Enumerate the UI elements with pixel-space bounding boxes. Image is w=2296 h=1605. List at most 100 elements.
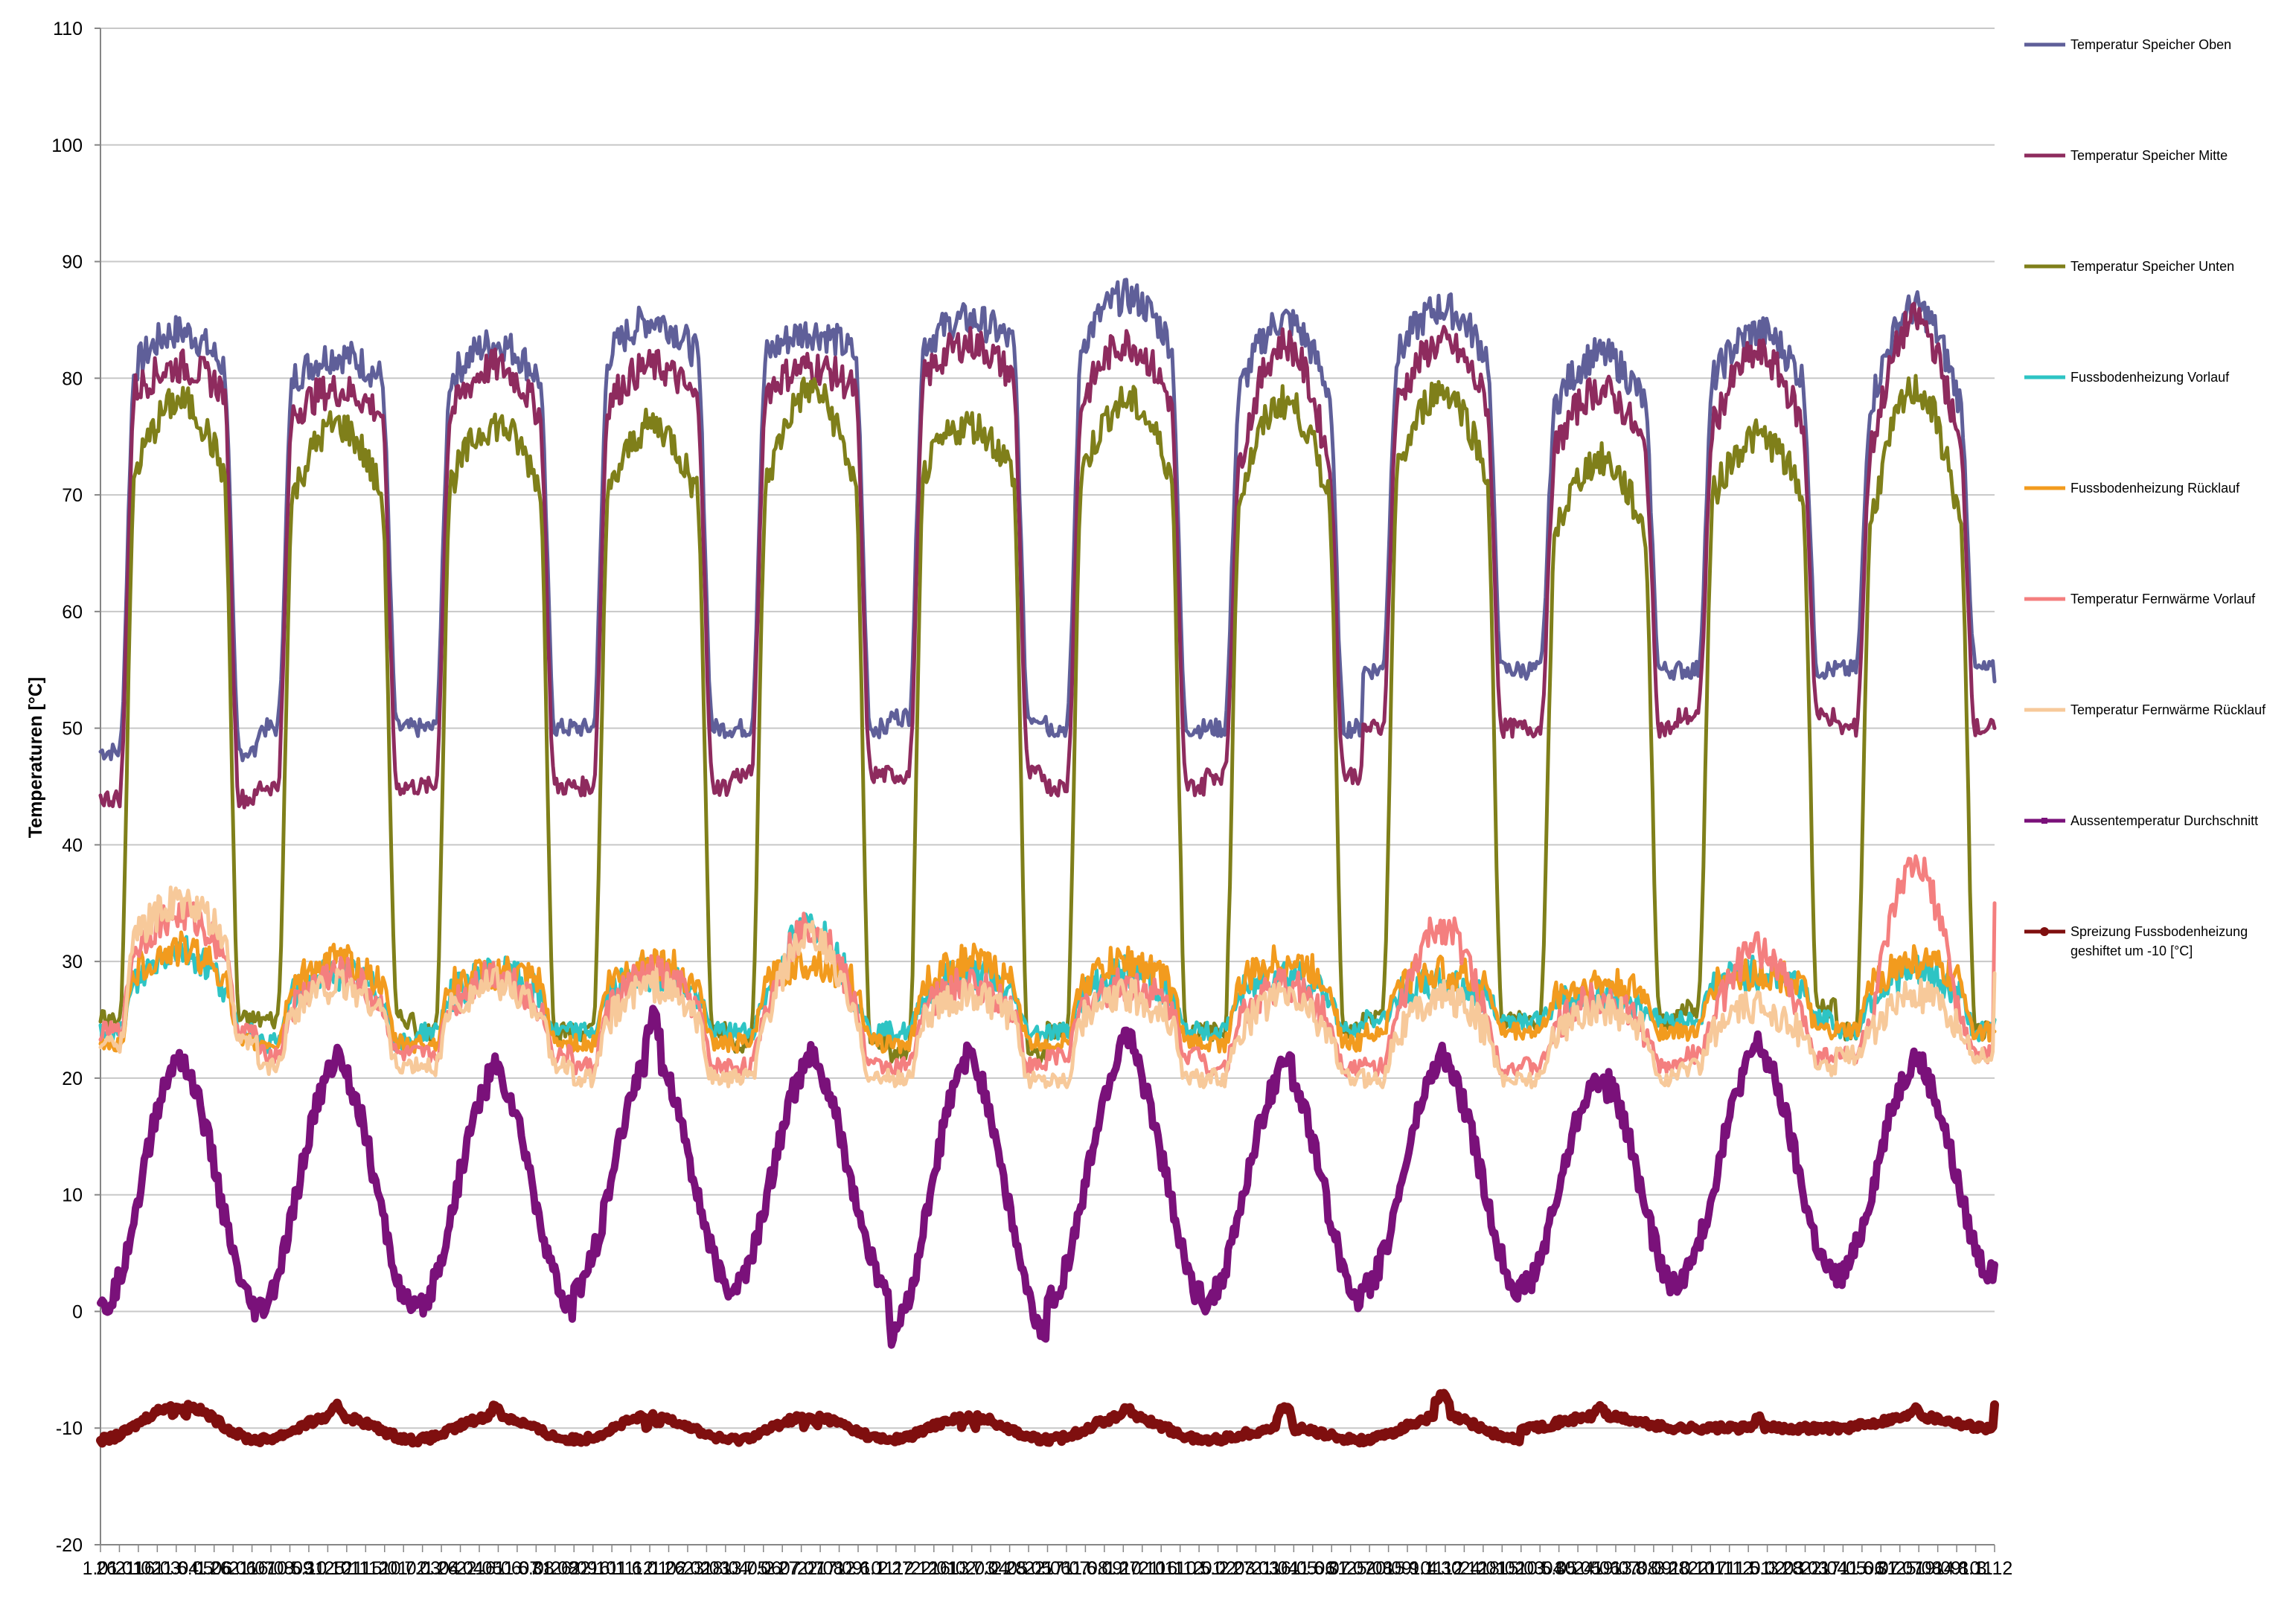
series-7	[98, 885, 1997, 1089]
x-tick-label: 1.01	[83, 1558, 119, 1579]
x-tick-label: 1.10	[1105, 1558, 1142, 1579]
x-tick-label: 10.02	[380, 1558, 427, 1579]
legend-item: Temperatur Fernwärme Vorlauf	[2024, 592, 2256, 606]
legend-marker	[2041, 818, 2047, 824]
x-tick-label: 1.06	[196, 1558, 232, 1579]
x-tick-label: 31.10	[304, 1558, 351, 1579]
x-tick-label: 2.03	[1219, 1558, 1256, 1579]
x-tick-label: 26.04	[437, 1558, 484, 1579]
x-tick-label: 3.10	[1654, 1558, 1691, 1579]
y-tick-label: 0	[72, 1301, 83, 1322]
y-tick-label: 90	[62, 252, 83, 273]
gridlines	[100, 28, 1995, 1545]
x-tick-label: 11.04	[153, 1558, 199, 1579]
x-tick-label: 21.02	[115, 1558, 162, 1579]
x-tick-label: 5.10	[291, 1558, 327, 1579]
legend-marker	[2040, 927, 2049, 936]
x-tick-label: 22.11	[1688, 1558, 1733, 1579]
x-tick-label: 25.08	[1346, 1558, 1393, 1579]
legend-label: Fussbodenheizung Vorlauf	[2070, 370, 2230, 385]
x-tick-label: 17.12	[1706, 1558, 1753, 1579]
x-tick-label: 1.04	[423, 1558, 460, 1579]
x-tick-label: 27.07	[778, 1558, 825, 1579]
x-tick-label: 6.08	[518, 1558, 554, 1579]
x-tick-label: 16.08	[248, 1558, 295, 1579]
x-axis: 1.0126.0121.0216.0311.046.051.0626.0621.…	[83, 1544, 2013, 1579]
y-tick-label: 40	[62, 835, 83, 856]
x-tick-label: 24.06	[1573, 1558, 1620, 1579]
y-tick-label: -10	[56, 1418, 83, 1439]
legend-label: Temperatur Speicher Oben	[2070, 37, 2231, 52]
y-tick-label: 110	[53, 19, 83, 39]
x-tick-label: 22.04	[1801, 1558, 1848, 1579]
x-tick-label: 22.10	[569, 1558, 616, 1579]
x-tick-label: 30.12	[1441, 1558, 1488, 1579]
x-tick-label: 11.08	[1063, 1558, 1108, 1579]
x-tick-label: 13.08	[1611, 1558, 1658, 1579]
y-tick-label: 70	[62, 485, 83, 506]
x-tick-label: 10.04	[1517, 1558, 1564, 1579]
x-tick-label: 5.05	[1541, 1558, 1577, 1579]
series-line	[98, 278, 1997, 763]
legend-item: Spreizung Fussbodenheizung geshiftet um -…	[2024, 924, 2248, 958]
legend-label: Temperatur Fernwärme Rücklauf	[2070, 702, 2266, 717]
series-9	[96, 1388, 1999, 1448]
x-tick-label: 16.06	[475, 1558, 522, 1579]
legend-label: geshiftet um -10 [°C]	[2070, 944, 2193, 958]
x-tick-label: 11.06	[1839, 1558, 1884, 1579]
x-tick-label: 16.03	[134, 1558, 181, 1579]
legend-item: Temperatur Speicher Mitte	[2024, 148, 2228, 163]
x-tick-label: 23.03	[683, 1558, 730, 1579]
x-tick-label: 31.08	[532, 1558, 579, 1579]
y-axis-label: Temperaturen [°C]	[25, 677, 46, 839]
x-tick-label: 26.01	[96, 1558, 143, 1579]
x-tick-label: 27.03	[1232, 1558, 1279, 1579]
x-tick-label: 16.11	[589, 1558, 635, 1579]
x-tick-label: 27.10	[1119, 1558, 1165, 1579]
series-line	[97, 1005, 1998, 1349]
legend-label: Spreizung Fussbodenheizung	[2070, 924, 2248, 939]
x-tick-label: 28.10	[1669, 1558, 1715, 1579]
x-tick-label: 21.07	[228, 1558, 275, 1579]
x-tick-label: 5.02	[1749, 1558, 1785, 1579]
x-tick-label: 14.10	[1934, 1558, 1980, 1579]
x-tick-label: 27.12	[892, 1558, 938, 1579]
legend-label: Fussbodenheizung Rücklauf	[2070, 481, 2240, 496]
x-tick-label: 7.04	[973, 1558, 1009, 1579]
y-tick-label: 20	[62, 1069, 83, 1089]
legend-item: Temperatur Speicher Unten	[2024, 259, 2234, 274]
x-tick-label: 16.12	[1157, 1558, 1203, 1579]
x-tick-label: 17.07	[1043, 1558, 1090, 1579]
x-tick-label: 22.06	[1024, 1558, 1071, 1579]
x-tick-label: 11.01	[1726, 1558, 1771, 1579]
series-line	[98, 854, 1997, 1078]
x-tick-label: 21.12	[342, 1558, 389, 1579]
x-tick-label: 15.01	[361, 1558, 408, 1579]
legend-label: Temperatur Speicher Unten	[2070, 259, 2234, 274]
x-tick-label: 18.02	[1479, 1558, 1526, 1579]
series-line	[98, 301, 1997, 810]
x-tick-label: 9.11	[1409, 1558, 1444, 1579]
y-tick-label: 80	[62, 368, 83, 389]
x-tick-label: 17.09	[816, 1558, 863, 1579]
y-tick-label: 10	[62, 1185, 83, 1206]
series-6	[98, 854, 1997, 1078]
legend: Temperatur Speicher Oben Temperatur Speic…	[2024, 37, 2266, 958]
x-tick-label: 2.12	[878, 1558, 915, 1579]
x-tick-label: 16.02	[930, 1558, 976, 1579]
x-tick-label: 20.09	[1365, 1558, 1412, 1579]
x-tick-label: 6.07	[1863, 1558, 1899, 1579]
legend-item: Fussbodenheizung Rücklauf	[2024, 481, 2240, 496]
y-tick-label: 60	[62, 602, 83, 623]
x-tick-label: 3.12	[1977, 1558, 2013, 1579]
x-tick-label: 21.11	[1139, 1558, 1184, 1579]
x-tick-label: 8.09	[1636, 1558, 1672, 1579]
x-tick-label: 15.03	[1497, 1558, 1544, 1579]
x-tick-label: 6.07	[1314, 1558, 1350, 1579]
x-tick-label: 26.02	[665, 1558, 711, 1579]
x-tick-label: 16.05	[1270, 1558, 1317, 1579]
x-tick-label: 8.11	[1958, 1558, 1993, 1579]
x-tick-label: 19.09	[1914, 1558, 1961, 1579]
x-tick-label: 7.06	[745, 1558, 781, 1579]
